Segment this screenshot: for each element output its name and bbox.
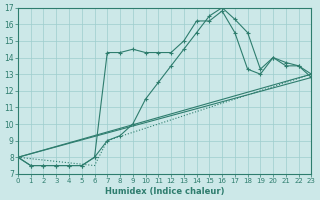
X-axis label: Humidex (Indice chaleur): Humidex (Indice chaleur) — [105, 187, 224, 196]
